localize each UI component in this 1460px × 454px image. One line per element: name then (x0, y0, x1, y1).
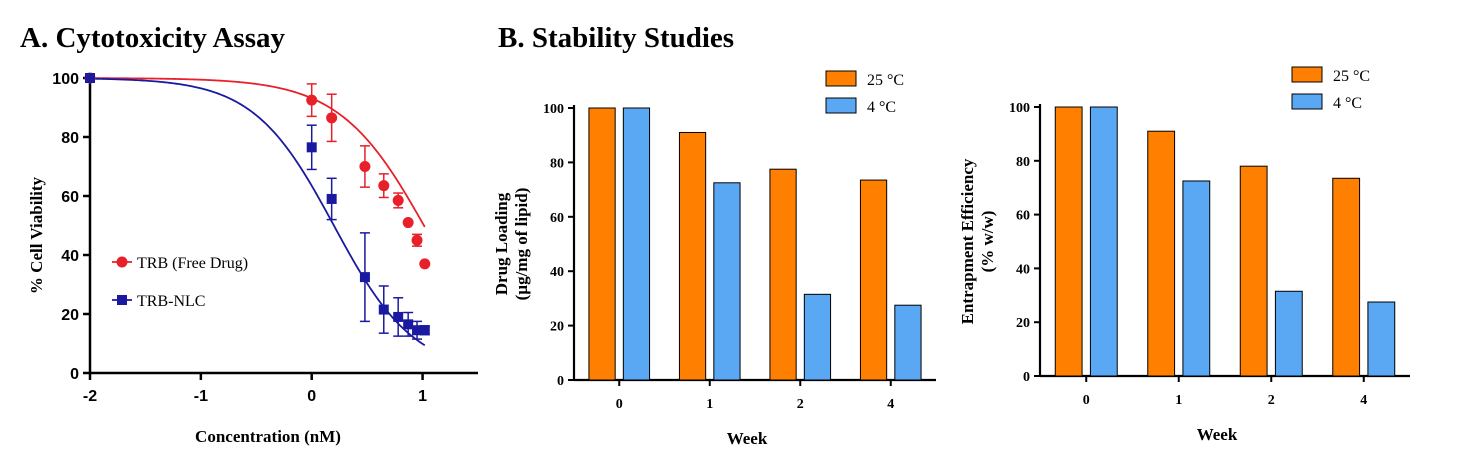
data-point-free-drug (378, 180, 390, 192)
entrapment-efficiency-chart: 0 20 40 60 80 100 0 1 2 4 Week Entrapment Efficienc… (958, 66, 1410, 444)
y-tick-label: 20 (1016, 316, 1030, 331)
legend-label-4c: 4 °C (1333, 95, 1362, 112)
y-tick-label: 20 (550, 320, 564, 335)
y-tick-label: 100 (543, 102, 564, 117)
data-point-nlc (412, 325, 423, 336)
bar-week-1-4c (713, 182, 741, 381)
x-axis-label: Concentration (nM) (195, 427, 341, 446)
bar-week-0-25c (1054, 106, 1083, 377)
bar-week-2-25c (769, 168, 797, 381)
data-point-free-drug (411, 234, 423, 246)
legend-marker-nlc (117, 295, 127, 305)
panel-b-title: B. Stability Studies (498, 22, 734, 54)
y-tick-label: 40 (550, 265, 564, 280)
y-tick-label: 80 (1016, 155, 1030, 170)
data-point-nlc (378, 304, 389, 315)
x-tick-label: 0 (616, 397, 623, 412)
legend-label-25c: 25 °C (867, 72, 904, 89)
y-tick-label: 0 (70, 366, 79, 383)
x-tick-label: 0 (307, 388, 316, 405)
legend-swatch-25c (825, 70, 857, 87)
bar-week-1-25c (678, 131, 707, 381)
y-axis-label-line1: Drug Loading (492, 192, 511, 295)
x-axis-label: Week (727, 429, 768, 448)
y-tick-label: 80 (550, 156, 564, 171)
x-tick-label: 2 (797, 397, 804, 412)
bar-week-4-25c (859, 179, 888, 381)
y-tick-label: 60 (61, 189, 79, 206)
bar-week-2-25c (1239, 165, 1268, 377)
y-tick-label: 0 (557, 374, 564, 389)
y-tick-label: 80 (61, 130, 79, 147)
data-point-nlc (85, 73, 95, 83)
drug-loading-chart: 0 20 40 60 80 100 0 1 2 4 Week Drug Loading (µg/mg o… (492, 70, 936, 448)
data-point-nlc (403, 319, 414, 330)
x-tick-label: -2 (83, 388, 97, 405)
y-tick-label: 100 (52, 71, 79, 88)
data-point-free-drug (306, 94, 318, 106)
data-point-free-drug (419, 258, 431, 270)
legend-swatch-4c (1291, 93, 1323, 110)
y-axis-label-line1: Entrapment Efficiency (958, 158, 977, 324)
data-point-free-drug (392, 194, 404, 206)
fit-curve-free-drug (90, 77, 426, 228)
y-tick-label: 60 (550, 211, 564, 226)
data-point-nlc (419, 325, 430, 336)
data-point-nlc (359, 272, 370, 283)
y-axis-label: % Cell Viability (27, 176, 46, 294)
x-tick-label: 4 (887, 397, 894, 412)
bar-week-1-4c (1182, 180, 1211, 377)
y-tick-label: 0 (1023, 370, 1030, 385)
y-tick-label: 40 (1016, 262, 1030, 277)
data-point-nlc (326, 193, 337, 204)
data-point-nlc (393, 311, 404, 322)
bar-week-4-4c (1367, 301, 1396, 377)
y-tick-label: 100 (1009, 101, 1030, 116)
bar-week-0-4c (1089, 106, 1118, 377)
fit-curve-nlc (89, 77, 426, 347)
x-tick-label: 2 (1268, 393, 1275, 408)
bar-week-0-25c (588, 107, 616, 381)
bar-week-4-25c (1332, 177, 1361, 377)
legend-label-4c: 4 °C (867, 99, 896, 116)
x-axis-label: Week (1197, 425, 1238, 444)
data-point-free-drug (359, 161, 371, 172)
bar-week-4-4c (894, 304, 922, 381)
bar-week-1-25c (1147, 130, 1176, 377)
x-tick-label: 1 (1175, 393, 1182, 408)
y-tick-label: 60 (1016, 209, 1030, 224)
legend-marker-free-drug (116, 256, 128, 268)
data-point-free-drug (326, 112, 338, 124)
y-axis-label-line2: (µg/mg of lipid) (512, 188, 531, 301)
cytotoxicity-chart: 0 20 40 60 80 100 -2 -1 0 1 Concentration (nM) % Ce… (27, 71, 478, 446)
panel-a-title: A. Cytotoxicity Assay (20, 22, 286, 54)
bar-week-2-4c (803, 293, 832, 381)
y-tick-label: 20 (61, 307, 79, 324)
legend-swatch-4c (825, 97, 857, 114)
y-axis-label-line2: (% w/w) (978, 211, 997, 273)
data-point-free-drug (402, 217, 414, 229)
bar-week-0-4c (622, 107, 651, 381)
legend-label-nlc: TRB-NLC (137, 293, 205, 310)
legend-swatch-25c (1291, 66, 1323, 83)
x-tick-label: 1 (706, 397, 713, 412)
x-tick-label: 0 (1083, 393, 1090, 408)
bar-week-2-4c (1274, 290, 1303, 377)
legend-label-25c: 25 °C (1333, 68, 1370, 85)
x-tick-label: 1 (418, 388, 427, 405)
x-tick-label: -1 (194, 388, 208, 405)
y-tick-label: 40 (61, 248, 79, 265)
x-tick-label: 4 (1360, 393, 1367, 408)
legend-label-free-drug: TRB (Free Drug) (137, 255, 248, 272)
data-point-nlc (306, 142, 317, 153)
